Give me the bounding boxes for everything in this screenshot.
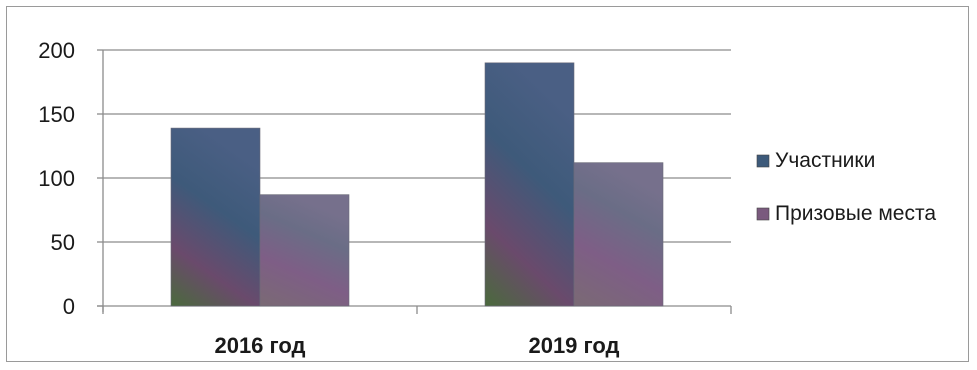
x-category-labels: 2016 год 2019 год [214,333,619,358]
y-tick-label: 200 [38,38,75,63]
x-category-label: 2019 год [528,333,619,358]
chart-frame: 0 50 100 150 200 2016 год 2019 год Участники П… [6,6,969,362]
legend-label: Призовые места [775,202,936,225]
legend-swatch [756,207,770,221]
bar-participants-0 [170,127,261,307]
y-tick-label: 0 [63,294,75,319]
x-category-label: 2016 год [214,333,305,358]
bar-participants-1 [484,62,575,307]
legend-swatch [756,154,770,168]
y-tick-label: 50 [51,230,75,255]
bar-prize-places-1 [573,162,664,307]
y-tick-label: 150 [38,102,75,127]
bars [170,62,664,307]
y-tick-label: 100 [38,166,75,191]
bar-prize-places-0 [259,194,350,307]
legend: Участники Призовые места [756,149,936,225]
bar-chart: 0 50 100 150 200 2016 год 2019 год Участники П… [38,38,936,358]
y-tick-labels: 0 50 100 150 200 [38,38,75,319]
legend-label: Участники [775,149,875,172]
